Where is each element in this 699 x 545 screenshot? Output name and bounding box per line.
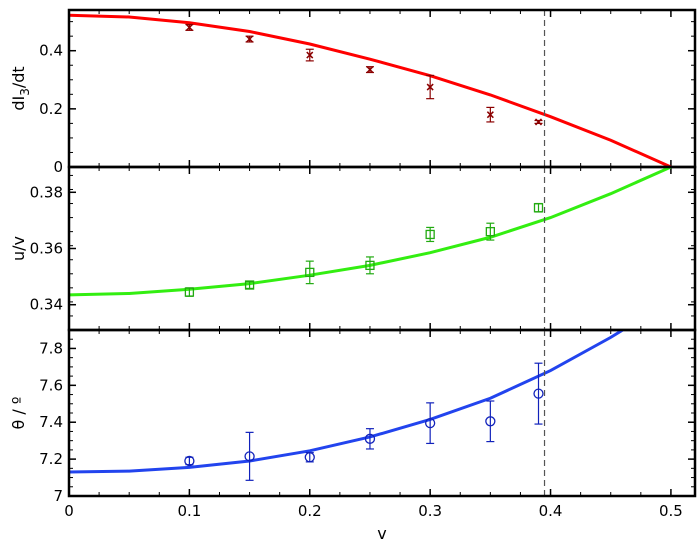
y-axis-label-sub: 3 — [18, 88, 32, 96]
data-point — [485, 226, 495, 237]
y-tick-label: 0 — [53, 158, 63, 176]
y-axis-label-main: dI — [9, 96, 28, 111]
x-tick-label: 0.1 — [177, 502, 201, 520]
data-point — [364, 433, 376, 444]
data-point — [244, 280, 255, 290]
data-point — [365, 260, 375, 271]
y-tick-label: 0.4 — [39, 42, 63, 60]
x-tick-label: 0.3 — [418, 502, 442, 520]
model-curve — [69, 13, 672, 167]
y-axis-label: u/v — [9, 236, 28, 261]
x-axis-label: v — [377, 524, 386, 543]
x-tick-label: 0.5 — [659, 502, 683, 520]
data-point — [425, 417, 436, 429]
data-point — [534, 118, 543, 126]
data-point — [426, 83, 434, 91]
data-point — [246, 35, 254, 43]
y-axis-label-tail: /dt — [9, 66, 28, 88]
data-point — [533, 203, 544, 213]
y-tick-label: 7.8 — [39, 339, 63, 357]
x-tick-label: 0.4 — [539, 502, 563, 520]
data-point — [425, 229, 435, 240]
data-point — [485, 416, 496, 427]
x-tick-label: 0 — [64, 502, 74, 520]
data-point — [366, 66, 374, 74]
data-point — [185, 23, 193, 31]
y-tick-label: 7 — [53, 487, 63, 505]
data-point — [184, 287, 195, 297]
panel-frame — [67, 8, 697, 169]
data-point — [533, 388, 544, 399]
data-point — [184, 455, 195, 467]
data-point — [305, 267, 315, 278]
model-curve — [69, 330, 624, 474]
panel-bottom: 7 7.2 7.4 7.6 7.8 θ / º 0 0.1 0.2 0.3 0.4 0.5 v — [9, 328, 697, 543]
panel-middle: 0.34 0.36 0.38 u/v — [9, 165, 697, 332]
y-axis-label: dI3/dt — [9, 66, 32, 110]
y-tick-label: 0.38 — [30, 183, 63, 201]
data-point — [306, 51, 314, 59]
panel-frame — [67, 165, 697, 332]
panel-top: 0 0.2 0.4 dI3/dt — [9, 8, 697, 176]
data-point — [304, 452, 315, 463]
data-point — [486, 111, 494, 119]
x-tick-label: 0.2 — [298, 502, 322, 520]
y-tick-label: 0.2 — [39, 100, 63, 118]
y-tick-label: 7.2 — [39, 450, 63, 468]
model-curve — [69, 167, 672, 297]
y-tick-label: 0.36 — [30, 240, 63, 258]
y-axis-label: θ / º — [9, 397, 28, 430]
panel-frame — [67, 328, 697, 498]
y-tick-label: 7.4 — [39, 413, 63, 431]
y-tick-label: 0.34 — [30, 296, 63, 314]
y-tick-label: 7.6 — [39, 376, 63, 394]
data-point — [244, 451, 255, 462]
